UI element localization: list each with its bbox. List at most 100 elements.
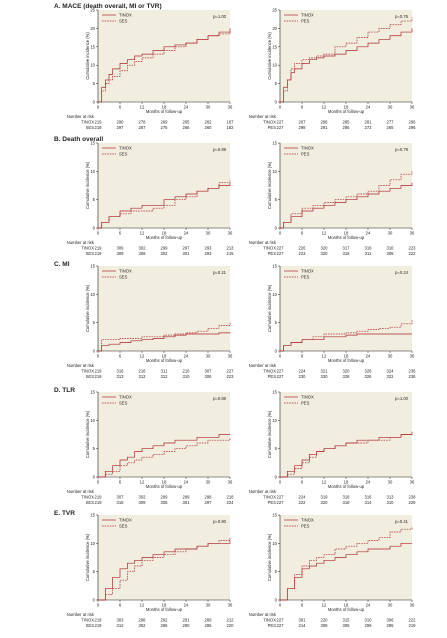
chart-c-2-risk-count: 324	[387, 369, 395, 374]
section-title-d: D. TLR	[54, 387, 75, 394]
chart-c-1-risk-count: 311	[161, 369, 168, 374]
chart-e-2-legend-label-tinox: TINOX	[301, 518, 314, 523]
chart-b-1-x-tick-label: 18	[162, 231, 167, 236]
chart-c-1-risk-count: 313	[117, 374, 125, 379]
chart-a-2-x-tick-label: 30	[388, 105, 393, 110]
chart-b-2-legend-label-pes: PES	[301, 152, 310, 157]
chart-d-1-risk-row-name: TINOX	[81, 495, 94, 500]
chart-a-2-x-tick-label: 18	[344, 105, 349, 110]
chart-d-2-risk-count: 238	[409, 495, 417, 500]
section-title-a: A. MACE (death overall, MI or TVR)	[54, 3, 162, 10]
chart-e-1-risk-count: 220	[227, 623, 235, 628]
chart-a-1-y-tick-label: 25	[90, 8, 95, 13]
chart-e-1-y-axis-label: Cumulative incidence (%)	[85, 533, 90, 581]
chart-a-2-risk-count: 265	[387, 125, 395, 130]
chart-c-1-y-tick-label: 0	[93, 349, 96, 354]
chart-b-2-x-tick-label: 0	[279, 231, 282, 236]
chart-b-1-x-tick-label: 12	[140, 231, 145, 236]
chart-e-2-series-pes-line	[280, 526, 413, 601]
chart-b-1-risk-count: 219	[95, 251, 103, 256]
chart-e-1-risk-count: 212	[227, 618, 235, 623]
chart-a-1-x-tick-label: 6	[119, 105, 122, 110]
chart-e-1-risk-row-name: SES	[86, 623, 95, 628]
chart-d-2-y-axis-label: Cumulative incidence (%)	[267, 410, 272, 458]
chart-b-1-risk-count: 309	[117, 251, 125, 256]
chart-c-1-risk-count: 312	[161, 374, 169, 379]
chart-b-2-x-tick-label: 30	[388, 231, 393, 236]
chart-e-1-legend-label-ses: SES	[119, 524, 128, 529]
chart-a-1-x-tick-label: 36	[228, 105, 233, 110]
chart-e-2-y-tick-label: 10	[272, 541, 277, 546]
chart-b-2-series-tinox-line	[280, 182, 413, 229]
chart-d-2-risk-count: 316	[343, 495, 351, 500]
chart-c-2-x-tick-label: 24	[366, 354, 371, 359]
chart-a-1-y-tick-label: 10	[90, 63, 95, 68]
chart-a-1-risk-count: 297	[117, 125, 125, 130]
chart-e-1-x-tick-label: 24	[184, 603, 189, 608]
chart-b-1-y-tick-label: 10	[90, 169, 95, 174]
chart-a-2-y-tick-label: 20	[272, 26, 277, 31]
chart-c-1-y-tick-label: 15	[90, 264, 95, 269]
chart-b-2-risk-row-name: PES	[268, 251, 277, 256]
chart-c-1-x-tick-label: 0	[97, 354, 100, 359]
chart-c-1-x-axis-label: Months of follow-up	[146, 358, 183, 363]
chart-a-1-x-tick-label: 18	[162, 105, 167, 110]
chart-a-1-risk-count: 219	[95, 120, 103, 125]
chart-c-1-risk-count: 216	[139, 369, 147, 374]
chart-a-1-risk-table-label: Number at risk	[67, 114, 95, 119]
chart-b-2-risk-count: 320	[321, 246, 329, 251]
chart-a-1-legend-label-ses: SES	[119, 19, 128, 24]
chart-b-2-risk-count: 310	[387, 246, 395, 251]
chart-e-2-risk-count: 222	[409, 618, 417, 623]
chart-c-2-risk-count: 326	[365, 369, 373, 374]
chart-b-1-risk-count: 297	[183, 246, 191, 251]
chart-e-1-risk-count: 289	[205, 618, 213, 623]
chart-e-2-risk-count: 214	[299, 623, 307, 628]
chart-b-2-risk-row-name: TINOX	[263, 246, 276, 251]
chart-c-2-p-value: p=0.24	[395, 270, 409, 275]
chart-c-2-legend-label-tinox: TINOX	[301, 269, 314, 274]
chart-e-2-risk-count: 315	[343, 618, 351, 623]
chart-e-2-risk-count: 306	[387, 618, 395, 623]
chart-a-1-x-axis-label: Months of follow-up	[146, 109, 183, 114]
chart-b-2-x-axis-label: Months of follow-up	[328, 235, 365, 240]
chart-a-2-risk-count: 207	[299, 120, 307, 125]
chart-a-2-legend-label-tinox: TINOX	[301, 13, 314, 18]
chart-b-1-x-tick-label: 6	[119, 231, 122, 236]
chart-a-2-y-axis-label: Cumulative incidence (%)	[267, 32, 272, 80]
chart-a-2-x-axis-label: Months of follow-up	[328, 109, 365, 114]
chart-e-1-risk-row-name: TINOX	[81, 618, 94, 623]
chart-a-1-risk-count: 182	[227, 125, 235, 130]
chart-a-1-plot-area	[98, 10, 230, 102]
chart-d-1-series-ses-line	[98, 437, 231, 478]
chart-d-2-legend-label-tinox: TINOX	[301, 395, 314, 400]
chart-b-2-risk-count: 222	[409, 251, 417, 256]
chart-a-1-legend-label-tinox: TINOX	[119, 13, 132, 18]
section-title-e: E. TVR	[54, 510, 75, 517]
chart-a-2-y-tick-label: 0	[275, 100, 278, 105]
chart-d-1-y-tick-label: 10	[90, 418, 95, 423]
chart-e-1-risk-table-label: Number at risk	[67, 612, 95, 617]
chart-d-2-y-tick-label: 15	[272, 390, 277, 395]
chart-d-1-risk-count: 316	[117, 500, 125, 505]
chart-e-1-x-tick-label: 12	[140, 603, 145, 608]
chart-d-2-risk-table-label: Number at risk	[249, 489, 277, 494]
chart-a-2-risk-count: 296	[321, 120, 329, 125]
chart-b-1-risk-count: 293	[205, 251, 213, 256]
chart-d-2-x-tick-label: 36	[410, 480, 415, 485]
chart-d-1-risk-count: 299	[161, 495, 169, 500]
chart-e-1-risk-count: 303	[117, 618, 125, 623]
chart-e-2-risk-row-name: TINOX	[263, 618, 276, 623]
chart-c-2-risk-count: 328	[343, 374, 351, 379]
chart-d-1-x-tick-label: 24	[184, 480, 189, 485]
chart-c-1-p-value: p=0.21	[213, 270, 227, 275]
chart-b-1-p-value: p=0.89	[213, 147, 227, 152]
chart-d-1-risk-count: 309	[139, 500, 147, 505]
chart-b-2-x-tick-label: 36	[410, 231, 415, 236]
chart-c-2-risk-count: 236	[409, 369, 417, 374]
chart-e-1-risk-count: 298	[139, 618, 147, 623]
chart-e-1-risk-count: 290	[183, 623, 191, 628]
chart-b-2-plot-area	[280, 143, 412, 228]
chart-a-1-risk-count: 187	[227, 120, 235, 125]
chart-c-2-risk-count: 320	[343, 369, 351, 374]
